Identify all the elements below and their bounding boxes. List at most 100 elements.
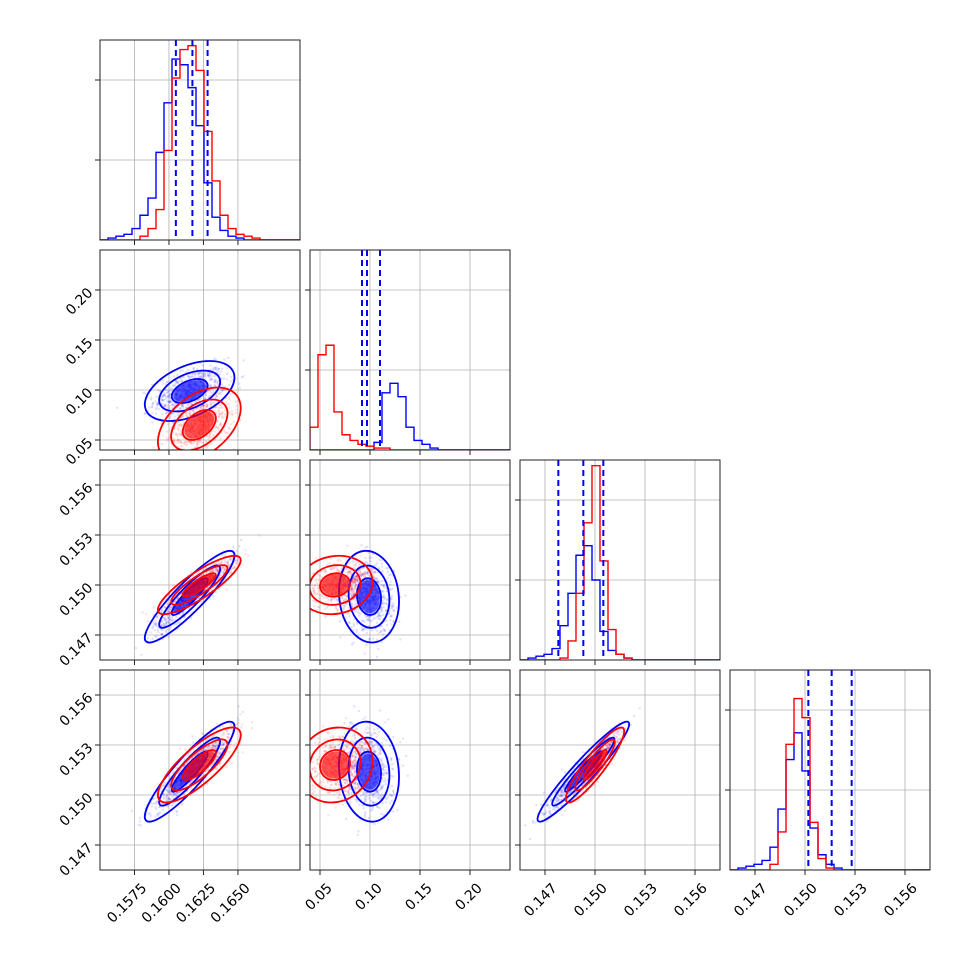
sample-point xyxy=(199,397,202,400)
density-contour xyxy=(158,369,222,413)
sample-point xyxy=(369,567,373,570)
sample-point xyxy=(226,561,230,564)
sample-point xyxy=(185,443,188,447)
sample-point xyxy=(199,406,203,410)
sample-point xyxy=(169,793,173,796)
sample-point xyxy=(361,573,364,576)
sample-point xyxy=(179,370,182,373)
sample-point xyxy=(295,591,297,593)
sample-point xyxy=(167,394,171,397)
sample-point xyxy=(212,744,216,748)
sample-point xyxy=(215,395,219,398)
sample-point xyxy=(237,705,240,708)
sample-point xyxy=(228,406,231,409)
sample-point xyxy=(165,789,169,792)
sample-point xyxy=(387,573,391,577)
sample-point xyxy=(383,628,387,632)
sample-point xyxy=(143,412,147,415)
sample-point xyxy=(353,587,357,591)
sample-point xyxy=(346,571,350,575)
sample-point xyxy=(220,415,224,418)
sample-point xyxy=(347,621,351,624)
sample-point xyxy=(366,618,369,622)
sample-point xyxy=(169,618,172,622)
sample-point xyxy=(167,798,171,801)
sample-point xyxy=(366,571,370,575)
sample-point xyxy=(387,612,390,616)
sample-point xyxy=(324,595,328,599)
sample-point xyxy=(356,610,360,614)
sample-point xyxy=(163,392,166,395)
sample-point xyxy=(324,569,327,572)
sample-point xyxy=(217,428,220,431)
sample-point xyxy=(212,357,216,360)
sample-point xyxy=(358,562,361,565)
sample-point xyxy=(176,380,179,384)
sample-point xyxy=(208,373,211,376)
sample-point xyxy=(351,587,355,591)
sample-point xyxy=(312,589,316,592)
sample-point xyxy=(219,392,222,395)
sample-point xyxy=(207,374,211,377)
sample-point xyxy=(155,406,158,409)
sample-point xyxy=(212,368,215,372)
sample-point xyxy=(366,571,369,575)
sample-point xyxy=(353,585,357,588)
sample-point xyxy=(355,622,359,625)
sample-point xyxy=(166,797,169,800)
sample-point xyxy=(372,567,375,571)
sample-point xyxy=(353,581,356,584)
sample-point xyxy=(203,374,206,377)
sample-point xyxy=(366,618,369,621)
sample-point xyxy=(156,403,159,406)
sample-point xyxy=(205,748,208,751)
sample-point xyxy=(385,602,388,605)
sample-point xyxy=(208,434,211,437)
sample-point xyxy=(221,747,224,751)
sample-point xyxy=(172,440,175,443)
sample-point xyxy=(313,592,316,595)
sample-point xyxy=(154,621,158,625)
sample-point xyxy=(194,372,197,376)
sample-point xyxy=(203,403,206,406)
sample-point xyxy=(176,597,179,601)
sample-point xyxy=(179,424,182,428)
sample-point xyxy=(334,605,338,608)
sample-point xyxy=(234,566,237,569)
sample-point xyxy=(352,592,355,596)
sample-point xyxy=(312,586,315,589)
sample-point xyxy=(149,814,153,818)
sample-point xyxy=(311,599,315,602)
sample-point xyxy=(168,616,172,619)
sample-point xyxy=(168,610,171,613)
sample-point xyxy=(206,371,209,375)
sample-point xyxy=(351,581,355,584)
sample-point xyxy=(231,567,234,570)
sample-point xyxy=(150,383,154,386)
sample-point xyxy=(197,375,201,378)
sample-point xyxy=(211,570,214,573)
sample-point xyxy=(220,406,224,409)
sample-point xyxy=(151,637,154,641)
sample-point xyxy=(379,617,382,621)
sample-point xyxy=(235,561,239,565)
sample-point xyxy=(352,592,355,595)
sample-point xyxy=(221,411,224,415)
sample-point xyxy=(116,406,119,409)
sample-point xyxy=(168,393,172,396)
sample-point xyxy=(204,445,207,448)
sample-point xyxy=(220,566,224,570)
sample-point xyxy=(318,597,321,600)
sample-point xyxy=(194,451,196,453)
sample-point xyxy=(368,637,371,641)
sample-point xyxy=(370,556,374,559)
sample-point xyxy=(149,468,151,470)
sample-point xyxy=(189,413,192,416)
panel-content xyxy=(100,250,300,470)
sample-point xyxy=(172,439,175,442)
sample-point xyxy=(214,367,217,370)
density-core xyxy=(358,580,380,614)
y-tick-label: 0.10 xyxy=(63,385,96,418)
sample-point xyxy=(382,590,385,593)
sample-point xyxy=(378,614,381,618)
